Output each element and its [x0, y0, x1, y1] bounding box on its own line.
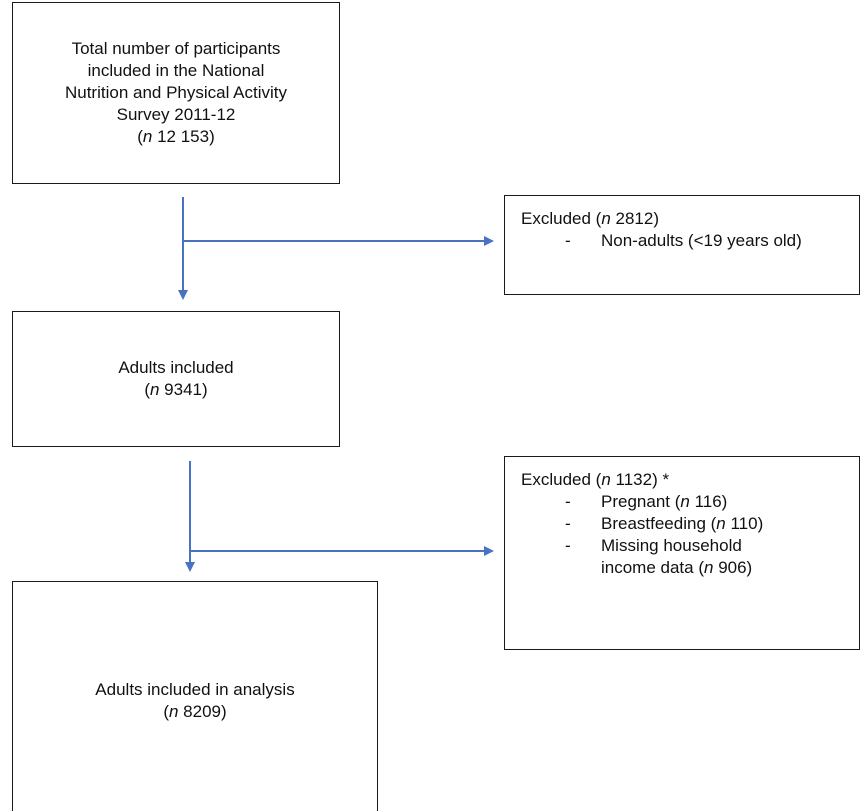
total-participants-box: Total number of participants included in… — [12, 2, 340, 184]
analysis-count: (n 8209) — [163, 702, 227, 721]
total-line-1: Total number of participants — [71, 39, 281, 58]
total-count: (n 12 153) — [137, 127, 215, 146]
total-line-4: Survey 2011-12 — [116, 105, 236, 124]
exclusion-list: - Pregnant (n 116) - Breastfeeding (n 110)… — [521, 491, 859, 579]
total-line-2: included in the National — [87, 61, 265, 80]
exclusion-item-breastfeeding: - Breastfeeding (n 110) — [565, 514, 764, 533]
exclusion-item: - Non-adults (<19 years old) — [565, 231, 802, 250]
exclusion-title: Excluded (n 1132) * — [521, 470, 670, 489]
exclusion-list: - Non-adults (<19 years old) — [521, 230, 859, 252]
analysis-label: Adults included in analysis — [95, 680, 295, 699]
exclusion-item-missing-income: - Missing household income data (n 906) — [565, 536, 753, 577]
exclusion-box-non-adults: Excluded (n 2812) - Non-adults (<19 years… — [504, 195, 860, 295]
analysis-box: Adults included in analysis (n 8209) — [12, 581, 378, 811]
adults-included-box: Adults included (n 9341) — [12, 311, 340, 447]
exclusion-item-pregnant: - Pregnant (n 116) — [565, 492, 728, 511]
adults-label: Adults included — [118, 358, 234, 377]
total-line-3: Nutrition and Physical Activity — [64, 83, 288, 102]
exclusion-title: Excluded (n 2812) — [521, 209, 659, 228]
adults-count: (n 9341) — [144, 380, 208, 399]
exclusion-box-other: Excluded (n 1132) * - Pregnant (n 116) -B… — [504, 456, 860, 650]
